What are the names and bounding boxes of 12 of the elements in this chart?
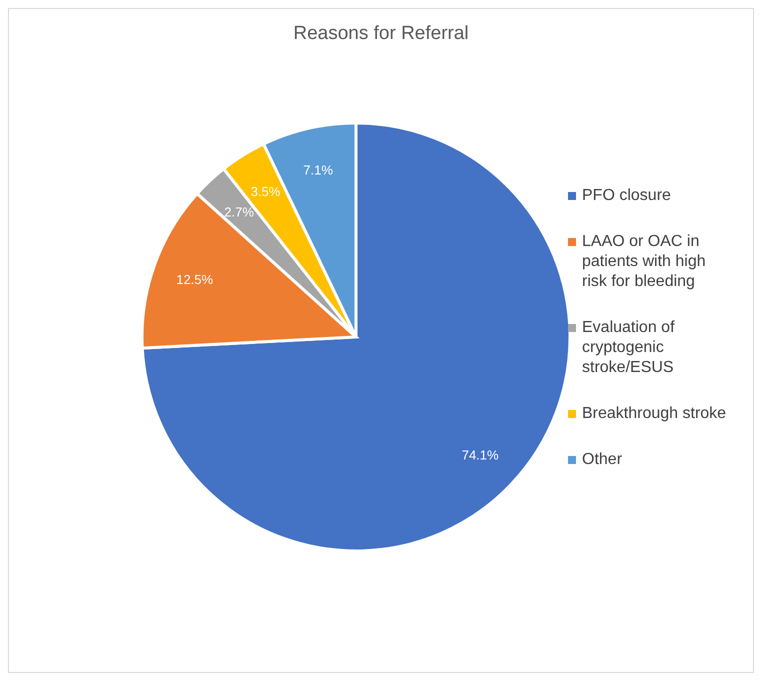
chart-title: Reasons for Referral <box>292 23 470 45</box>
data-label: 74.1% <box>462 447 500 462</box>
legend-label: Breakthrough stroke <box>582 404 726 424</box>
pie-slice <box>140 122 572 552</box>
legend-label: Evaluation of cryptogenic stroke/ESUS <box>582 318 676 378</box>
data-label: 12.5% <box>176 272 214 288</box>
data-label: 2.7% <box>224 204 254 220</box>
legend-label: LAAO or OAC in patients with high risk for bleeding <box>582 232 707 292</box>
legend-label: PFO closure <box>582 186 671 206</box>
legend-label: Other <box>582 450 622 470</box>
data-label: 7.1% <box>303 162 334 178</box>
data-label: 3.5% <box>250 184 281 200</box>
